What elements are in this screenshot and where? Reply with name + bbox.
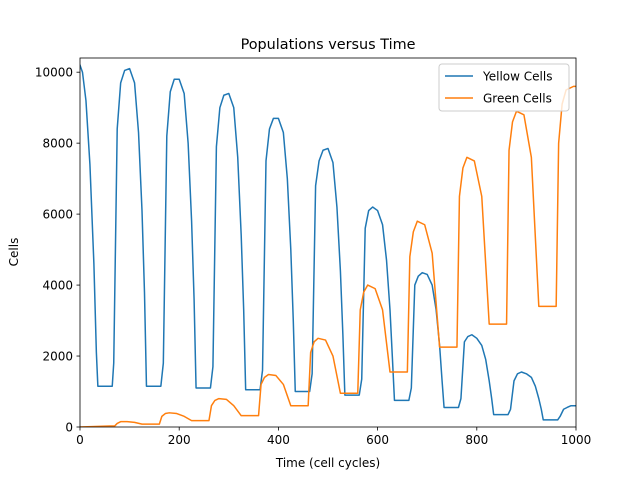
y-tick-label: 0 <box>65 421 73 435</box>
y-tick-label: 2000 <box>42 350 73 364</box>
y-axis: 0 2000 4000 6000 8000 10000 <box>35 66 80 435</box>
x-tick-label: 0 <box>76 433 84 447</box>
legend: Yellow Cells Green Cells <box>438 63 570 112</box>
series-lines <box>80 64 576 427</box>
x-tick-label: 400 <box>267 433 290 447</box>
x-tick-label: 1000 <box>561 433 592 447</box>
x-tick-label: 200 <box>168 433 191 447</box>
legend-label: Green Cells <box>483 92 552 106</box>
x-tick-label: 600 <box>366 433 389 447</box>
series-line-yellow-cells <box>80 64 576 421</box>
x-axis-label: Time (cell cycles) <box>275 456 380 470</box>
y-tick-label: 6000 <box>42 208 73 222</box>
series-line-green-cells <box>80 85 576 427</box>
y-tick-label: 10000 <box>35 66 73 80</box>
y-tick-label: 4000 <box>42 279 73 293</box>
x-axis: 0 200 400 600 800 1000 <box>76 427 591 447</box>
plot-frame <box>79 57 577 428</box>
y-tick-label: 8000 <box>42 137 73 151</box>
legend-label: Yellow Cells <box>482 70 552 84</box>
chart-title: Populations versus Time <box>241 37 416 53</box>
y-axis-label: Cells <box>7 238 21 267</box>
plot-area <box>79 57 577 428</box>
x-tick-label: 800 <box>465 433 488 447</box>
